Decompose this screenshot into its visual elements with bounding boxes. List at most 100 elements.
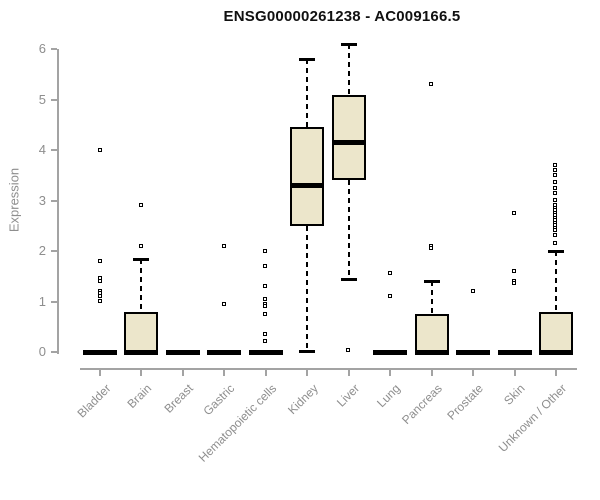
outlier-point <box>97 278 102 283</box>
y-axis-tick <box>51 351 57 353</box>
whisker-cap <box>299 58 316 62</box>
x-axis-tick <box>181 368 184 376</box>
y-axis-tick <box>51 98 57 101</box>
x-tick-label: Liver <box>333 381 362 410</box>
x-tick-label: Pancreas <box>399 381 445 428</box>
whisker-cap <box>340 43 357 47</box>
collapsed-box <box>248 349 283 355</box>
x-tick-label: Prostate <box>444 381 487 423</box>
outlier-point <box>553 190 558 195</box>
x-axis-tick <box>223 368 226 376</box>
outlier-point <box>553 172 558 177</box>
outlier-point <box>97 299 102 304</box>
whisker <box>347 180 350 279</box>
outlier-point <box>138 243 143 248</box>
outlier-point <box>553 162 558 167</box>
outlier-point <box>553 233 558 238</box>
outlier-point <box>553 241 558 246</box>
y-tick-label: 4 <box>38 142 46 158</box>
x-axis-tick <box>472 368 475 376</box>
box <box>290 127 325 226</box>
outlier-point <box>221 243 226 248</box>
whisker-cap <box>133 257 150 261</box>
outlier-point <box>387 294 392 298</box>
x-tick-label: Skin <box>501 381 528 408</box>
box <box>331 94 366 181</box>
outlier-point <box>553 185 558 190</box>
collapsed-box <box>83 349 117 355</box>
collapsed-box <box>456 349 491 355</box>
y-tick-label: 5 <box>38 91 46 107</box>
outlier-point <box>429 82 434 87</box>
collapsed-box <box>207 349 242 355</box>
x-axis-line <box>80 368 577 370</box>
y-axis-line <box>57 49 59 354</box>
y-tick-label: 2 <box>38 243 46 259</box>
outlier-point <box>263 283 268 288</box>
outlier-point <box>263 248 268 253</box>
outlier-point <box>387 271 392 276</box>
x-axis-tick <box>430 368 433 376</box>
median-line <box>331 140 366 146</box>
outlier-point <box>97 294 102 298</box>
x-tick-label: Lung <box>374 381 404 411</box>
outlier-point <box>97 147 102 152</box>
y-tick-label: 1 <box>38 293 46 309</box>
box <box>538 311 573 352</box>
x-axis-tick <box>513 368 516 376</box>
outlier-point <box>221 301 226 306</box>
collapsed-box <box>497 349 532 355</box>
chart-title: ENSG00000261238 - AC009166.5 <box>223 8 461 25</box>
outlier-point <box>553 180 558 185</box>
x-tick-label: Kidney <box>284 381 321 418</box>
y-axis-tick <box>51 300 57 303</box>
whisker <box>347 44 350 95</box>
outlier-point <box>263 339 268 344</box>
x-axis-tick <box>99 368 101 376</box>
outlier-point <box>97 258 102 263</box>
whisker-cap <box>299 349 316 353</box>
outlier-point <box>512 281 516 286</box>
x-tick-label: Hematopoietic cells <box>195 381 280 465</box>
whisker <box>430 281 433 315</box>
x-tick-label: Brain <box>124 381 155 412</box>
y-axis-tick <box>51 149 57 152</box>
whisker-cap <box>340 277 357 281</box>
whisker <box>140 258 143 312</box>
collapsed-box <box>165 349 200 355</box>
outlier-point <box>263 296 268 301</box>
x-axis-tick <box>306 368 309 376</box>
outlier-point <box>512 210 516 215</box>
outlier-point <box>553 228 558 233</box>
outlier-point <box>553 198 558 203</box>
whisker <box>554 251 557 312</box>
outlier-point <box>263 263 268 268</box>
outlier-point <box>263 311 268 316</box>
y-axis-tick <box>51 199 57 202</box>
x-tick-label: Breast <box>161 381 197 416</box>
x-axis-tick <box>264 368 267 376</box>
box <box>124 311 159 352</box>
y-axis-tick <box>51 250 57 253</box>
outlier-point <box>553 167 558 172</box>
collapsed-box <box>373 349 408 355</box>
x-tick-label: Bladder <box>74 381 114 421</box>
whisker <box>306 59 309 128</box>
x-axis-tick <box>554 368 557 376</box>
outlier-point <box>429 246 434 251</box>
whisker <box>306 225 309 351</box>
x-axis-tick <box>389 368 392 376</box>
median-line <box>414 349 449 355</box>
outlier-point <box>470 288 475 293</box>
box <box>414 314 449 352</box>
y-tick-label: 6 <box>38 41 46 57</box>
whisker-cap <box>423 280 440 284</box>
x-tick-label: Gastric <box>200 381 238 419</box>
median-line <box>290 183 325 188</box>
whisker-cap <box>547 250 564 254</box>
x-axis-tick <box>347 368 350 376</box>
y-axis-tick <box>51 48 57 51</box>
median-line <box>538 349 573 355</box>
median-line <box>124 349 159 355</box>
